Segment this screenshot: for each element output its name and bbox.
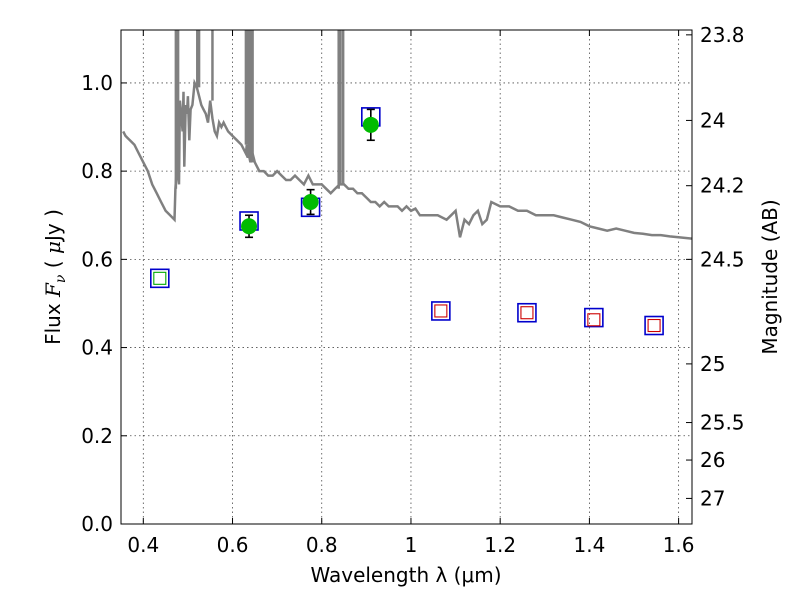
measured-flux-point xyxy=(302,194,319,211)
inner-marker-square xyxy=(434,304,448,318)
y-label-sub: ν xyxy=(53,274,69,283)
grid xyxy=(121,30,692,525)
inner-marker-square xyxy=(153,271,167,285)
model-photometry-square xyxy=(517,302,537,323)
y-tick-label: 0.4 xyxy=(81,336,113,360)
y2-axis-label: Magnitude (AB) xyxy=(758,199,782,354)
model-photometry-square xyxy=(431,301,451,321)
x-tick-label: 0.8 xyxy=(306,533,338,557)
y2-tick-label: 27 xyxy=(700,486,725,510)
y2-tick-label: 24 xyxy=(700,108,725,132)
y2-tick-label: 23.8 xyxy=(700,23,745,47)
y-label-mu: μ xyxy=(41,241,65,254)
photometry-layer xyxy=(150,107,664,336)
y-tick-label: 0.0 xyxy=(81,512,113,536)
x-tick-label: 1 xyxy=(405,533,418,557)
y2-tick-label: 25 xyxy=(700,352,725,376)
measured-flux-point xyxy=(241,218,258,235)
y2-tick-label: 25.5 xyxy=(700,411,745,435)
y2-tick-label: 24.2 xyxy=(700,174,745,198)
y-label-mid: ( xyxy=(41,254,65,275)
x-tick-label: 1.4 xyxy=(573,533,605,557)
y-label-prefix: Flux xyxy=(41,297,65,345)
x-tick-label: 1.2 xyxy=(484,533,516,557)
x-axis-label: Wavelength λ (μm) xyxy=(310,563,501,587)
model-photometry-square xyxy=(150,268,170,289)
inner-marker-square xyxy=(647,318,661,333)
model-photometry-square xyxy=(584,307,604,328)
model-spectrum-line xyxy=(122,78,692,240)
y-label-var: F xyxy=(41,282,65,298)
model-spectrum-layer xyxy=(122,30,692,240)
y-tick-label: 0.2 xyxy=(81,424,113,448)
axis-ticks: 0.4 0.6 0.8 1 1.2 1.4 1.6 0.0 0.2 0.4 0.6 0.8 1.0 23.… xyxy=(81,23,744,557)
plot-frame xyxy=(120,29,693,525)
y-tick-label: 0.6 xyxy=(81,247,113,271)
y-label-unit: Jy ) xyxy=(41,209,65,243)
measured-flux-point xyxy=(362,116,379,133)
model-photometry-square xyxy=(644,315,664,336)
y2-tick-label: 24.5 xyxy=(700,247,745,271)
y2-tick-label: 26 xyxy=(700,448,725,472)
y-tick-label: 0.8 xyxy=(81,159,113,183)
y-axis-label: Flux Fν ( μJy ) xyxy=(41,209,69,345)
x-tick-label: 0.6 xyxy=(217,533,249,557)
y-tick-label: 1.0 xyxy=(81,71,113,95)
x-tick-label: 1.6 xyxy=(663,533,695,557)
inner-marker-square xyxy=(520,306,534,320)
x-tick-label: 0.4 xyxy=(127,533,159,557)
inner-marker-square xyxy=(587,313,601,327)
